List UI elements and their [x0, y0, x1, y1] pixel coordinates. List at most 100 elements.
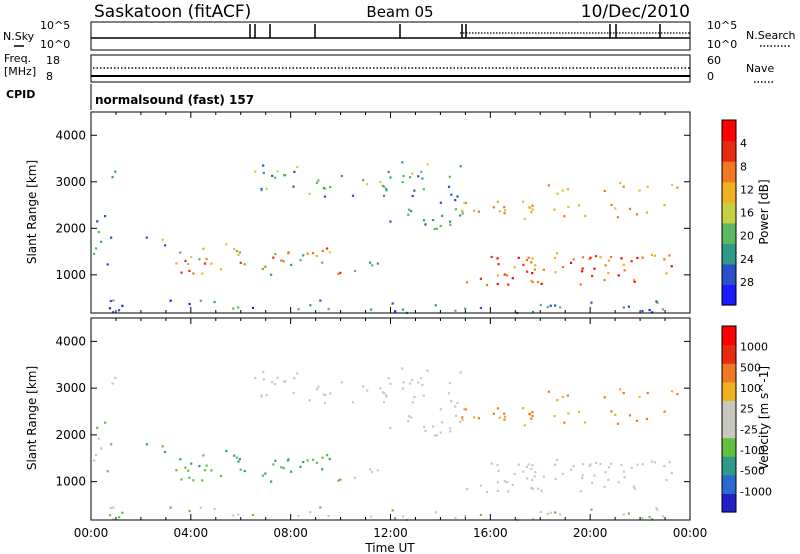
echo-cell — [622, 391, 625, 395]
echo-cell — [402, 174, 405, 178]
echo-cell — [581, 462, 585, 466]
echo-cell — [254, 170, 257, 173]
echo-cell — [199, 506, 202, 509]
echo-cell — [454, 309, 457, 312]
echo-cell — [329, 392, 332, 395]
echo-cell — [260, 395, 263, 398]
echo-cell — [202, 454, 205, 457]
echo-cell — [661, 308, 665, 311]
echo-cell — [622, 263, 625, 266]
echo-cell — [422, 219, 426, 222]
echo-cell — [536, 280, 540, 284]
echo-cell — [641, 310, 644, 313]
echo-cell — [233, 454, 236, 457]
echo-cell — [670, 471, 673, 475]
echo-cell — [371, 470, 374, 474]
echo-cell — [479, 484, 483, 487]
echo-cell — [93, 459, 96, 462]
echo-cell — [485, 490, 489, 493]
echo-cell — [490, 462, 493, 465]
x-tick-label: 04:00 — [174, 526, 209, 540]
echo-cell — [590, 508, 593, 511]
echo-cell — [329, 185, 332, 189]
echo-cell — [389, 427, 392, 430]
echo-cell — [192, 479, 195, 482]
echo-cell — [549, 511, 552, 514]
echo-cell — [461, 416, 464, 419]
echo-cell — [588, 464, 591, 467]
echo-cell — [616, 422, 620, 425]
echo-cell — [362, 385, 365, 388]
echo-cell — [323, 195, 327, 198]
colorbar-swatch — [722, 493, 736, 513]
echo-cell — [410, 416, 413, 419]
echo-cell — [532, 310, 535, 313]
echo-cell — [290, 263, 293, 267]
echo-cell — [525, 465, 528, 468]
echo-cell — [424, 223, 427, 226]
echo-cell — [579, 283, 582, 286]
echo-cell — [521, 200, 525, 203]
colorbar-swatch — [722, 400, 736, 420]
echo-cell — [426, 163, 429, 166]
echo-cell — [670, 183, 674, 186]
echo-cell — [351, 401, 355, 404]
echo-cell — [273, 383, 277, 386]
echo-cell — [619, 388, 622, 391]
echo-cell — [561, 189, 564, 192]
echo-cell — [567, 412, 570, 415]
echo-cell — [411, 172, 414, 175]
echo-cell — [464, 307, 467, 310]
echo-cell — [271, 381, 274, 384]
echo-cell — [603, 485, 606, 489]
echo-cell — [439, 201, 442, 204]
echo-cell — [628, 207, 632, 210]
echo-cell — [553, 415, 556, 418]
echo-cell — [276, 376, 279, 379]
echo-cell — [235, 456, 239, 459]
echo-cell — [100, 447, 103, 450]
echo-cell — [561, 265, 565, 269]
echo-cell — [561, 395, 564, 399]
echo-cell — [503, 212, 506, 215]
echo-cell — [379, 180, 382, 184]
echo-cell — [676, 392, 679, 396]
echo-cell — [262, 370, 265, 373]
echo-cell — [232, 307, 235, 310]
echo-cell — [270, 273, 273, 276]
velocity-panel-frame — [90, 317, 691, 521]
echo-cell — [566, 188, 569, 191]
echo-cell — [190, 462, 193, 465]
echo-cell — [417, 381, 420, 384]
colorbar-swatch — [722, 181, 736, 203]
echo-cell — [180, 271, 183, 274]
echo-cell — [463, 201, 466, 204]
y-tick-label: 4000 — [55, 128, 86, 142]
echo-cell — [531, 411, 534, 414]
echo-cell — [553, 256, 557, 260]
echo-cell — [464, 201, 468, 205]
echo-cell — [531, 204, 534, 207]
freq-tick-low: 8 — [46, 70, 53, 83]
echo-cell — [264, 472, 267, 475]
colorbar-swatch — [722, 222, 736, 244]
echo-cell — [407, 420, 410, 423]
echo-cell — [454, 414, 458, 417]
colorbar-tick-label: 25 — [740, 403, 754, 416]
echo-cell — [297, 515, 300, 518]
echo-cell — [496, 274, 499, 277]
freq-tick-high: 18 — [46, 54, 60, 67]
echo-cell — [225, 449, 228, 453]
echo-cell — [308, 399, 311, 402]
date-label: 10/Dec/2010 — [581, 2, 690, 22]
echo-cell — [286, 252, 290, 255]
echo-cell — [439, 408, 442, 411]
echo-cell — [111, 382, 114, 385]
echo-cell — [459, 165, 462, 168]
echo-cell — [407, 208, 411, 211]
echo-cell — [387, 377, 390, 380]
echo-cell — [665, 479, 668, 482]
echo-cell — [665, 272, 668, 275]
echo-cell — [546, 305, 549, 309]
echo-cell — [607, 478, 610, 481]
